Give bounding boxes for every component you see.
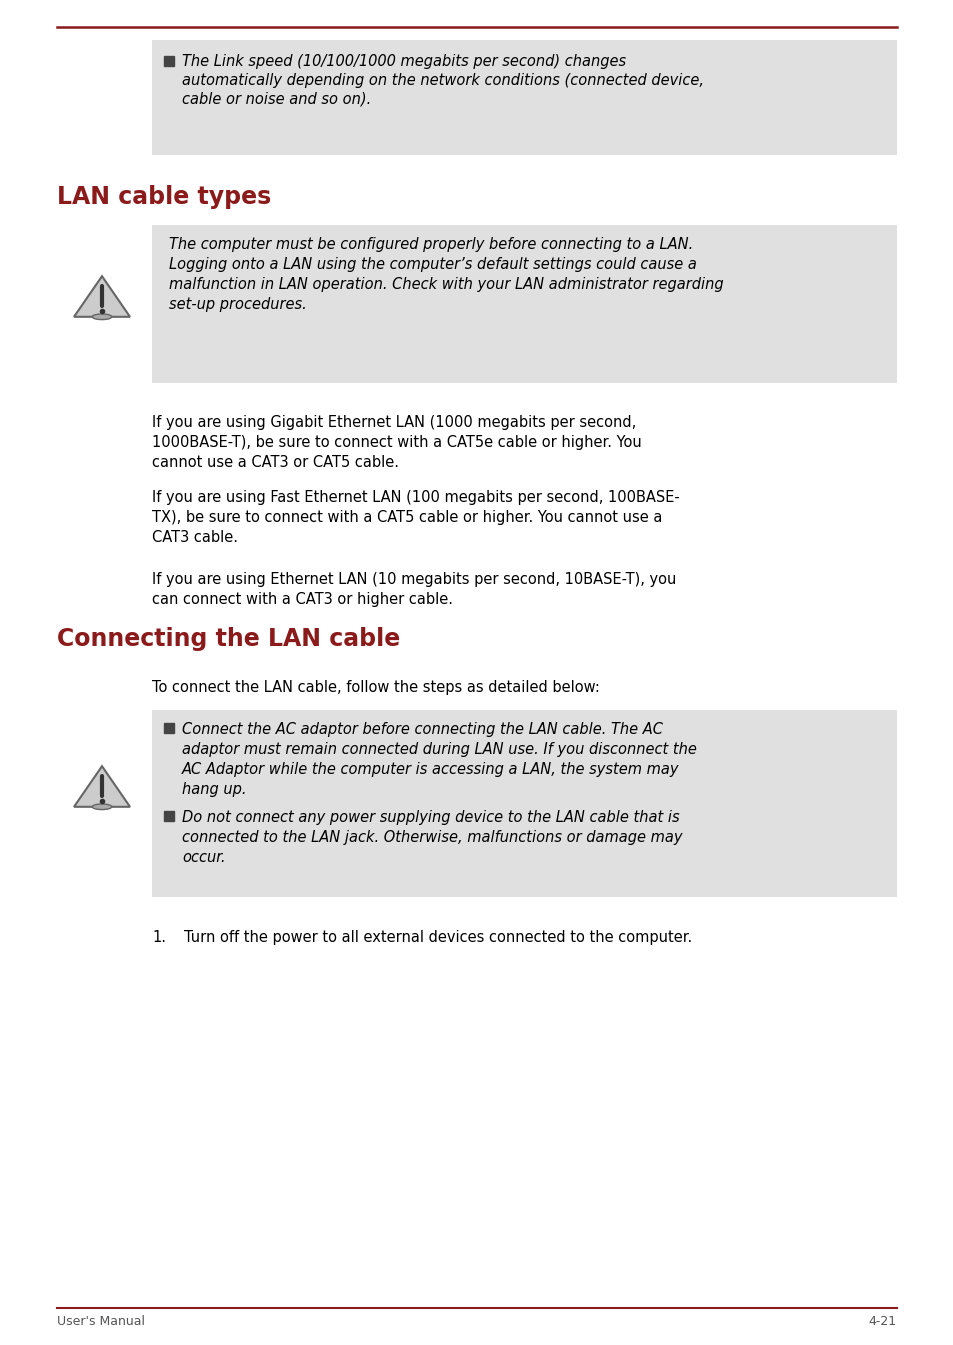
Text: Connecting the LAN cable: Connecting the LAN cable	[57, 627, 400, 651]
Text: Connect the AC adaptor before connecting the LAN cable. The AC: Connect the AC adaptor before connecting…	[182, 722, 662, 737]
FancyBboxPatch shape	[152, 710, 896, 897]
Text: To connect the LAN cable, follow the steps as detailed below:: To connect the LAN cable, follow the ste…	[152, 681, 599, 695]
Text: User's Manual: User's Manual	[57, 1315, 145, 1328]
Ellipse shape	[92, 313, 112, 320]
Text: The Link speed (10/100/1000 megabits per second) changes: The Link speed (10/100/1000 megabits per…	[182, 54, 625, 69]
Text: Turn off the power to all external devices connected to the computer.: Turn off the power to all external devic…	[184, 929, 692, 946]
Text: hang up.: hang up.	[182, 781, 246, 798]
Text: automatically depending on the network conditions (connected device,: automatically depending on the network c…	[182, 73, 703, 87]
Text: AC Adaptor while the computer is accessing a LAN, the system may: AC Adaptor while the computer is accessi…	[182, 763, 679, 777]
Text: 1000BASE-T), be sure to connect with a CAT5e cable or higher. You: 1000BASE-T), be sure to connect with a C…	[152, 434, 641, 451]
Text: LAN cable types: LAN cable types	[57, 186, 271, 208]
Text: The computer must be configured properly before connecting to a LAN.: The computer must be configured properly…	[169, 237, 693, 252]
Text: set-up procedures.: set-up procedures.	[169, 297, 307, 312]
FancyBboxPatch shape	[152, 225, 896, 383]
Text: If you are using Fast Ethernet LAN (100 megabits per second, 100BASE-: If you are using Fast Ethernet LAN (100 …	[152, 490, 679, 504]
Text: cannot use a CAT3 or CAT5 cable.: cannot use a CAT3 or CAT5 cable.	[152, 455, 398, 469]
Text: malfunction in LAN operation. Check with your LAN administrator regarding: malfunction in LAN operation. Check with…	[169, 277, 723, 292]
Bar	[164, 724, 173, 733]
Bar	[164, 811, 173, 820]
Text: If you are using Gigabit Ethernet LAN (1000 megabits per second,: If you are using Gigabit Ethernet LAN (1…	[152, 416, 636, 430]
Bar	[164, 56, 173, 66]
Text: If you are using Ethernet LAN (10 megabits per second, 10BASE-T), you: If you are using Ethernet LAN (10 megabi…	[152, 572, 676, 586]
Text: cable or noise and so on).: cable or noise and so on).	[182, 91, 371, 108]
Ellipse shape	[92, 804, 112, 810]
Text: CAT3 cable.: CAT3 cable.	[152, 530, 237, 545]
Text: adaptor must remain connected during LAN use. If you disconnect the: adaptor must remain connected during LAN…	[182, 742, 696, 757]
Polygon shape	[74, 767, 130, 807]
Text: occur.: occur.	[182, 850, 225, 865]
Text: connected to the LAN jack. Otherwise, malfunctions or damage may: connected to the LAN jack. Otherwise, ma…	[182, 830, 681, 845]
Text: 4-21: 4-21	[868, 1315, 896, 1328]
Text: Logging onto a LAN using the computer’s default settings could cause a: Logging onto a LAN using the computer’s …	[169, 257, 696, 272]
FancyBboxPatch shape	[152, 40, 896, 155]
Text: can connect with a CAT3 or higher cable.: can connect with a CAT3 or higher cable.	[152, 592, 453, 607]
Text: TX), be sure to connect with a CAT5 cable or higher. You cannot use a: TX), be sure to connect with a CAT5 cabl…	[152, 510, 661, 525]
Polygon shape	[74, 276, 130, 317]
Text: Do not connect any power supplying device to the LAN cable that is: Do not connect any power supplying devic…	[182, 810, 679, 824]
Text: 1.: 1.	[152, 929, 166, 946]
